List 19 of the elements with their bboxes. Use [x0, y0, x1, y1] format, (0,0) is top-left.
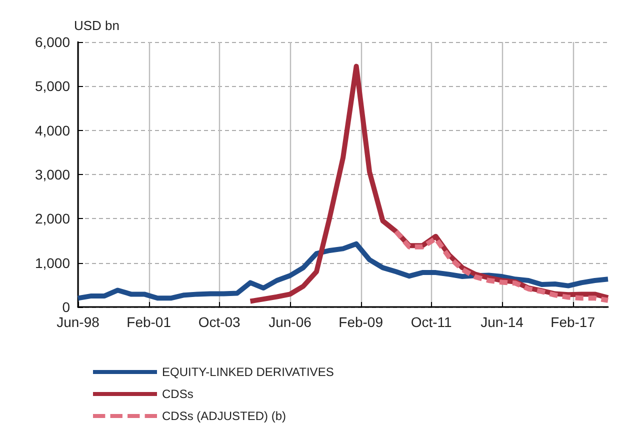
x-tick-label: Feb-01 — [126, 314, 172, 330]
x-tick-label: Feb-09 — [338, 314, 384, 330]
y-tick-label: 6,000 — [34, 34, 70, 50]
x-tick-label: Jun-14 — [480, 314, 524, 330]
legend-label: CDSs (ADJUSTED) (b) — [162, 409, 286, 423]
x-tick-label: Jun-06 — [268, 314, 312, 330]
x-tick-label: Oct-03 — [198, 314, 241, 330]
x-tick-label: Jun-98 — [56, 314, 100, 330]
y-tick-label: 3,000 — [34, 166, 70, 182]
y-axis-title: USD bn — [74, 18, 120, 33]
x-tick-label: Feb-17 — [550, 314, 596, 330]
y-tick-label: 1,000 — [34, 254, 70, 271]
x-tick-label: Oct-11 — [410, 314, 452, 330]
y-tick-label: 2,000 — [34, 210, 70, 227]
y-tick-label: 5,000 — [34, 78, 70, 94]
legend-label: CDSs — [162, 387, 194, 401]
y-tick-label: 4,000 — [34, 122, 70, 138]
y-tick-label: 0 — [62, 299, 70, 315]
legend-label: EQUITY-LINKED DERIVATIVES — [162, 365, 334, 379]
